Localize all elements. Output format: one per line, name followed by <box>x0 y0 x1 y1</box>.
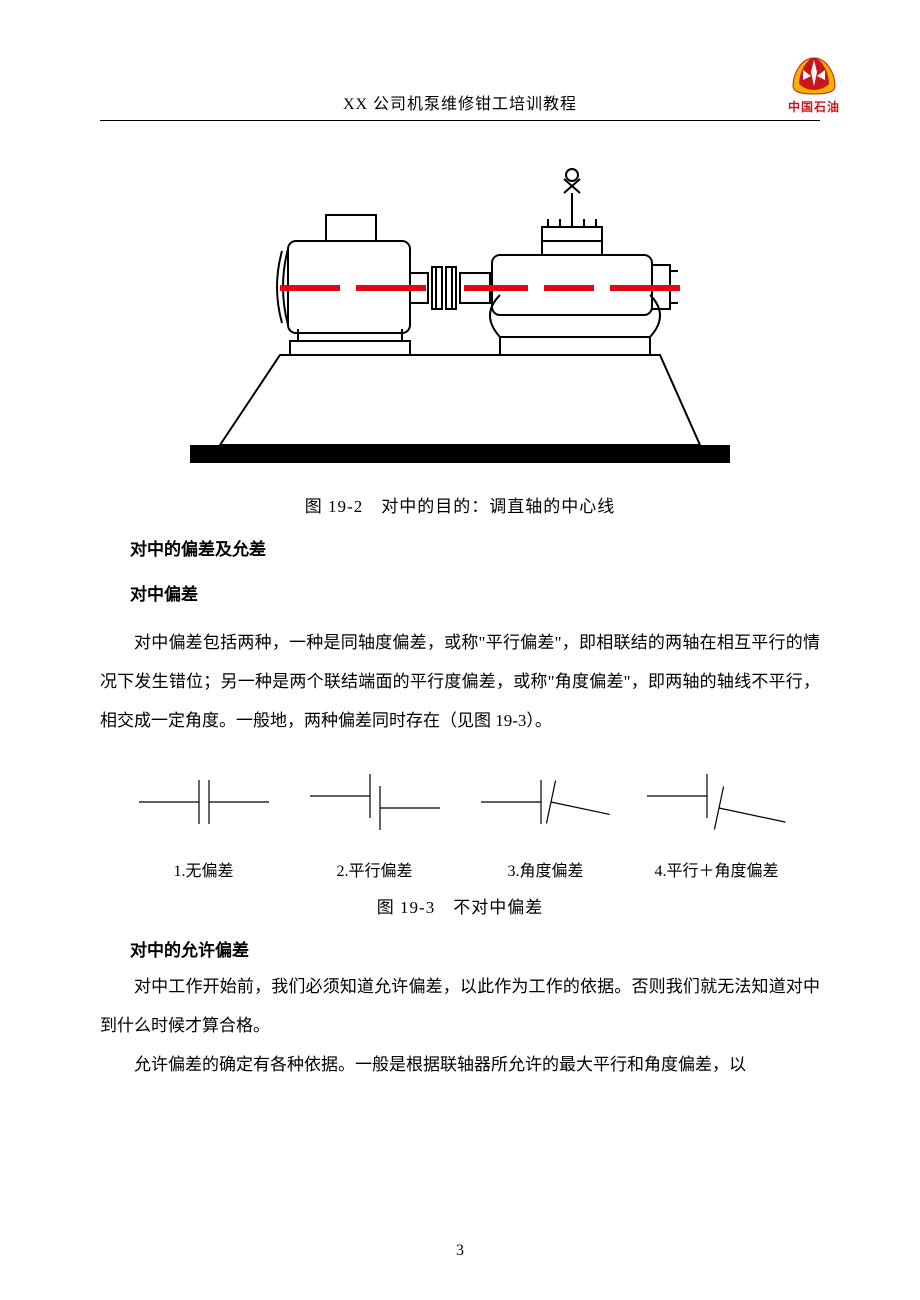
paragraph-deviation-types: 对中偏差包括两种，一种是同轴度偏差，或称"平行偏差"，即相联结的两轴在相互平行的… <box>100 623 820 740</box>
heading-deviation: 对中偏差 <box>130 580 820 605</box>
page-header: XX 公司机泵维修钳工培训教程 中国石油 <box>100 90 820 121</box>
heading-allowed-tolerance: 对中的允许偏差 <box>130 936 820 961</box>
parallel-angular-deviation-icon <box>637 762 797 842</box>
figure-19-3: 1.无偏差 2.平行偏差 3.角度偏差 <box>118 762 802 881</box>
heading-deviation-tolerance: 对中的偏差及允差 <box>130 535 820 560</box>
figure-19-3-caption: 图 19-3 不对中偏差 <box>100 893 820 918</box>
header-title: XX 公司机泵维修钳工培训教程 <box>100 90 820 114</box>
page-number: 3 <box>0 1242 920 1260</box>
deviation-item-2: 2.平行偏差 <box>289 762 460 881</box>
deviation-label-4: 4.平行＋角度偏差 <box>631 857 802 881</box>
paragraph-tolerance-2: 允许偏差的确定有各种依据。一般是根据联轴器所允许的最大平行和角度偏差，以 <box>100 1045 820 1084</box>
deviation-item-1: 1.无偏差 <box>118 762 289 881</box>
deviation-label-1: 1.无偏差 <box>118 857 289 881</box>
logo-text: 中国石油 <box>788 98 840 115</box>
paragraph-tolerance-1: 对中工作开始前，我们必须知道允许偏差，以此作为工作的依据。否则我们就无法知道对中… <box>100 967 820 1045</box>
figure-19-2 <box>100 145 820 480</box>
pump-motor-diagram <box>180 145 740 475</box>
deviation-label-3: 3.角度偏差 <box>460 857 631 881</box>
parallel-deviation-icon <box>300 762 450 842</box>
deviation-item-4: 4.平行＋角度偏差 <box>631 762 802 881</box>
petrochina-logo-icon <box>791 56 837 96</box>
no-deviation-icon <box>129 762 279 842</box>
deviation-label-2: 2.平行偏差 <box>289 857 460 881</box>
company-logo: 中国石油 <box>788 56 840 115</box>
angular-deviation-icon <box>471 762 621 842</box>
deviation-item-3: 3.角度偏差 <box>460 762 631 881</box>
figure-19-2-caption: 图 19-2 对中的目的：调直轴的中心线 <box>100 492 820 517</box>
